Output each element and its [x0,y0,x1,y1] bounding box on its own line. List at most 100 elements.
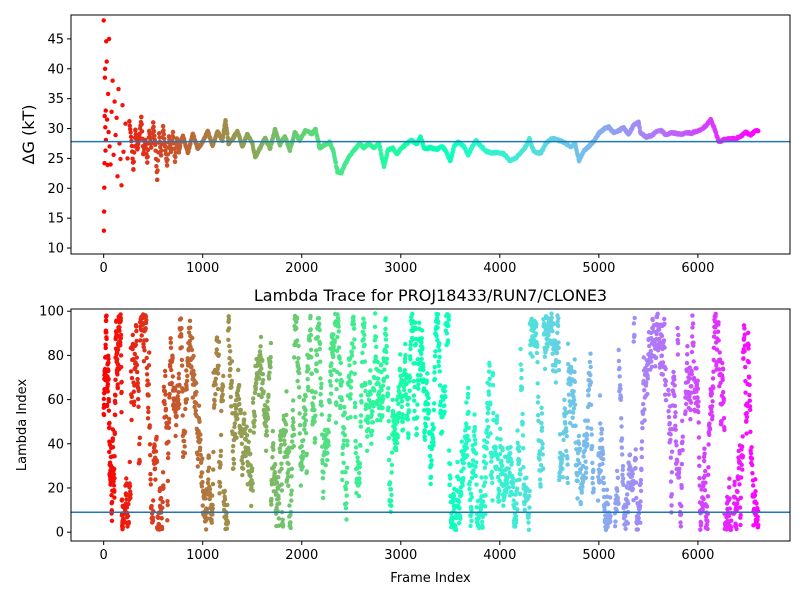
delta-g-point [168,149,174,155]
lambda-point [710,413,715,419]
lambda-point [192,404,197,410]
lambda-point [642,407,647,412]
lambda-point [148,477,153,482]
lambda-point [297,423,303,428]
lambda-point [258,344,263,349]
lambda-point [268,365,273,370]
lambda-point [147,350,152,355]
lambda-point [279,461,284,466]
lambda-point [698,527,703,532]
lambda-point [284,389,289,394]
lambda-point [497,498,502,504]
lambda-point [176,371,182,376]
lambda-point [469,518,474,523]
lambda-point [535,360,540,365]
lambda-point [138,338,143,343]
lambda-point [383,337,389,342]
lambda-point [695,395,700,400]
lambda-point [487,376,492,381]
lambda-point [213,376,218,381]
lambda-point [500,448,505,453]
lambda-point [348,415,353,420]
lambda-point [197,419,202,424]
lambda-point [379,387,384,393]
lambda-point [302,427,307,432]
lambda-point [369,441,374,446]
lambda-point [540,441,545,446]
lambda-point [490,370,496,376]
lambda-point [342,404,347,410]
lambda-point [340,451,345,457]
lambda-point [639,454,644,460]
lambda-point [119,379,124,385]
lambda-point [460,483,465,488]
lambda-point [359,393,364,398]
lambda-point [336,324,341,329]
lambda-point [597,393,603,398]
lambda-point [146,409,151,415]
lambda-point [627,452,633,457]
lambda-point [498,437,503,442]
lambda-point [112,454,117,459]
delta-g-point [170,129,176,135]
delta-g-point [161,132,167,137]
delta-g-point [103,148,108,153]
lambda-point [633,447,638,452]
lambda-point [703,468,708,474]
lambda-point [458,516,463,521]
lambda-point [405,417,411,422]
lambda-point [309,388,315,394]
lambda-point [259,366,264,371]
lambda-point [373,311,378,316]
lambda-point [540,452,545,457]
lambda-point [633,456,639,462]
lambda-point [308,347,314,352]
lambda-point [483,475,488,480]
lambda-point [585,425,590,430]
lambda-point [239,441,245,446]
lambda-point [424,378,429,383]
lambda-point [117,328,122,333]
lambda-point [165,502,170,508]
lambda-point [104,330,109,335]
lambda-point [428,481,433,487]
lambda-point [145,378,150,383]
lambda-point [428,474,434,480]
lambda-point [535,342,540,347]
lambda-point [484,446,489,451]
lambda-point [585,418,590,423]
lambda-point [358,443,363,448]
lambda-point [286,445,292,450]
lambda-point [583,470,589,475]
lambda-point [345,443,350,448]
lambda-point [499,458,504,464]
lambda-point [319,385,324,390]
lambda-point [370,409,375,414]
lambda-point [527,494,532,499]
lambda-point [474,460,479,465]
lambda-point [177,382,182,388]
lambda-point [350,341,355,346]
lambda-point [608,519,613,524]
lambda-point [480,519,485,525]
lambda-point [237,382,242,388]
lambda-point [362,342,367,348]
lambda-point [653,355,659,360]
lambda-point [129,394,134,399]
lambda-point [343,486,349,492]
lambda-point [556,340,561,345]
lambda-point [674,443,679,448]
lambda-point [689,384,694,389]
lambda-point [148,482,153,487]
lambda-point [709,409,714,415]
lambda-point [565,480,570,486]
lambda-point [188,325,193,330]
lambda-point [540,445,545,451]
lambda-point [106,360,111,365]
lambda-point [618,386,623,392]
lambda-point [517,491,523,497]
lambda-point [540,425,545,430]
lambda-point [395,435,400,440]
lambda-point [271,447,276,452]
lambda-point [221,373,226,379]
